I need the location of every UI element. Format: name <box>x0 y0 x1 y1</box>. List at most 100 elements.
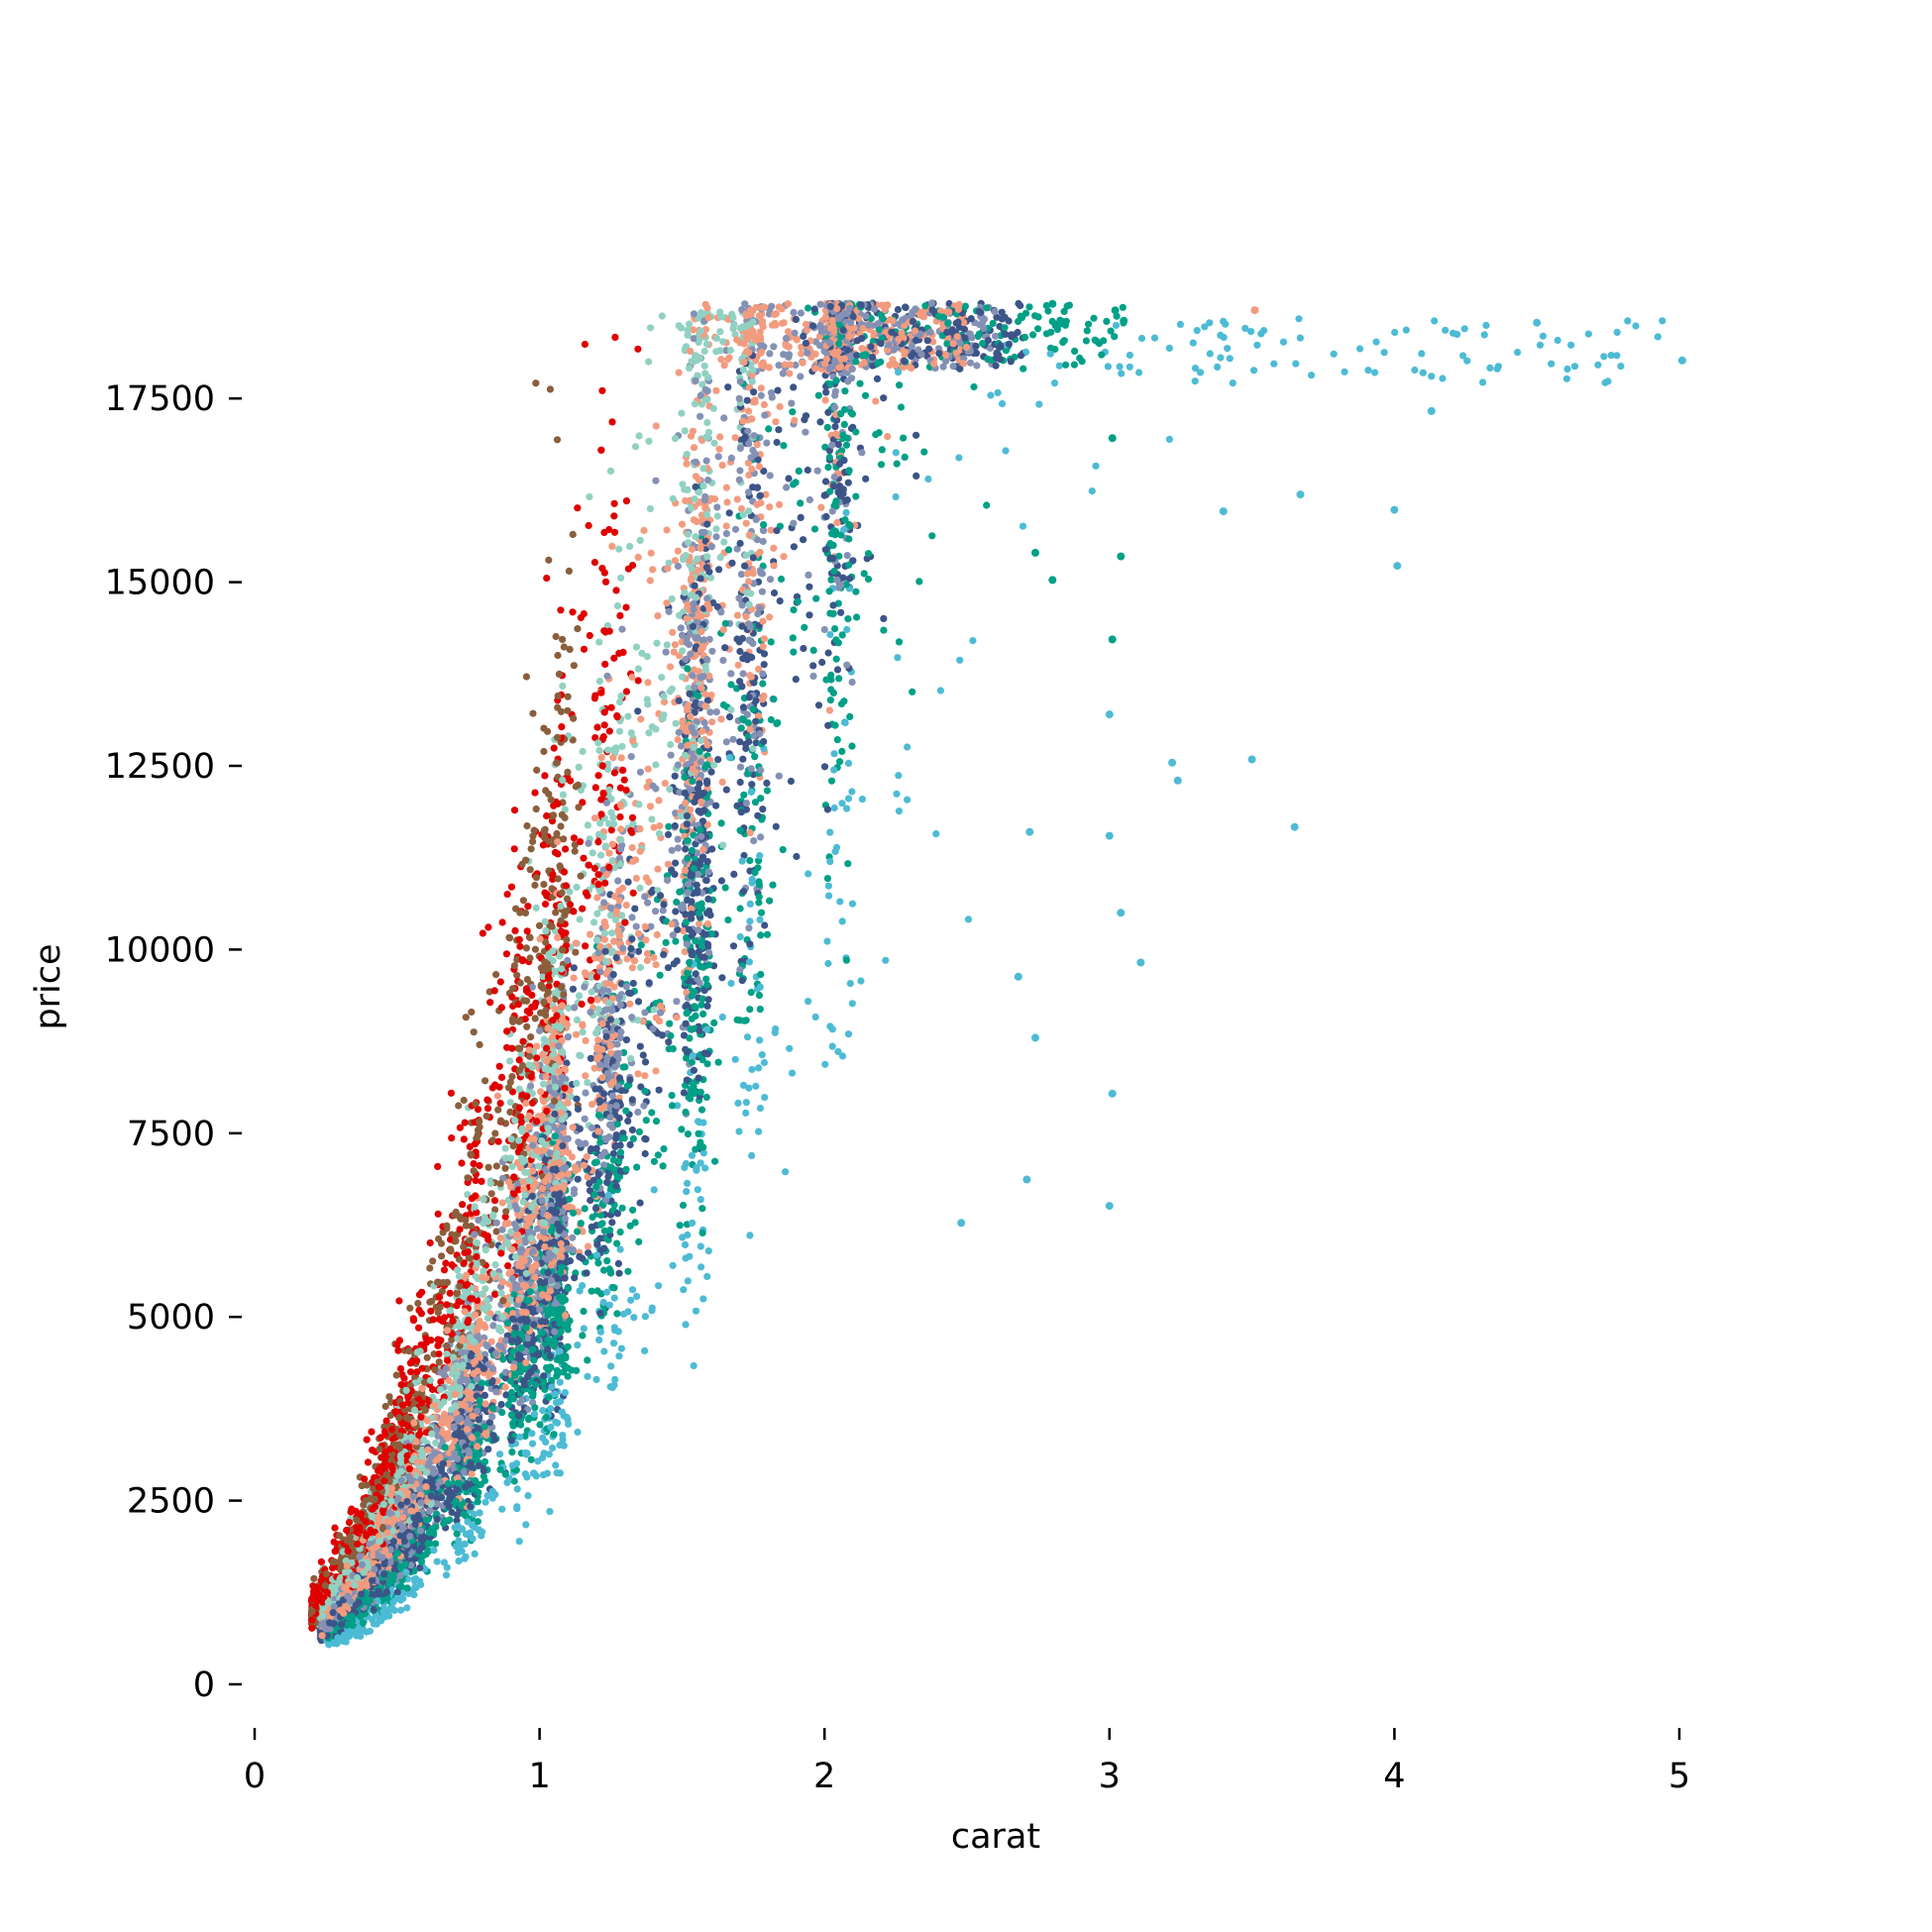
data-point <box>692 1012 699 1020</box>
data-point <box>692 1307 700 1315</box>
data-point <box>644 679 652 687</box>
data-point <box>584 1173 591 1181</box>
data-point <box>827 777 836 785</box>
data-point <box>436 1386 445 1394</box>
data-point <box>703 418 711 427</box>
data-point <box>456 1124 464 1131</box>
data-point <box>767 526 775 534</box>
data-point <box>627 1054 635 1063</box>
data-point <box>543 574 551 583</box>
data-point <box>626 1140 634 1148</box>
data-point <box>631 905 639 912</box>
data-point <box>763 779 771 788</box>
data-point <box>972 342 980 350</box>
data-point <box>707 692 715 699</box>
data-points <box>307 299 1686 1649</box>
data-point <box>699 1295 707 1303</box>
data-point <box>770 696 778 703</box>
data-point <box>735 476 743 483</box>
data-point <box>873 375 882 382</box>
data-point <box>677 742 686 750</box>
data-point <box>758 588 767 595</box>
data-point <box>1562 375 1570 382</box>
data-point <box>800 536 807 544</box>
data-point <box>478 1177 485 1185</box>
data-point <box>800 644 807 653</box>
data-point <box>650 823 658 831</box>
data-point <box>756 1036 764 1044</box>
data-point <box>802 428 809 436</box>
data-point <box>824 959 832 968</box>
data-point <box>688 545 697 554</box>
data-point <box>746 725 754 733</box>
data-point <box>593 723 601 731</box>
data-point <box>830 766 838 774</box>
data-point <box>566 901 575 909</box>
data-point <box>671 557 680 565</box>
data-point <box>725 713 734 721</box>
data-point <box>656 892 665 900</box>
data-point <box>665 822 673 830</box>
data-point <box>880 614 888 623</box>
data-point <box>552 909 560 916</box>
data-point <box>723 498 731 506</box>
data-point <box>331 1524 339 1532</box>
data-point <box>632 643 641 651</box>
data-point <box>721 884 729 892</box>
data-point <box>413 1368 421 1376</box>
data-point <box>521 1015 529 1023</box>
data-point <box>628 1014 636 1021</box>
data-point <box>608 857 616 865</box>
data-point <box>731 1055 739 1063</box>
data-point <box>462 1222 470 1230</box>
data-point <box>667 751 675 759</box>
data-point <box>495 1062 503 1070</box>
data-point <box>363 1436 371 1444</box>
data-point <box>666 663 675 671</box>
data-point <box>1226 355 1234 363</box>
data-point <box>672 908 680 915</box>
data-point <box>756 1104 765 1113</box>
data-point <box>842 508 850 517</box>
data-point <box>831 423 839 431</box>
data-point <box>573 883 581 892</box>
data-point <box>644 700 652 708</box>
data-point <box>703 1272 711 1280</box>
data-point <box>647 549 655 557</box>
data-point <box>712 708 720 716</box>
data-point <box>829 689 838 698</box>
data-point <box>835 552 843 560</box>
data-point <box>310 1574 318 1582</box>
data-point <box>689 427 698 435</box>
data-point <box>983 501 991 509</box>
data-point <box>780 319 788 327</box>
data-point <box>1613 328 1621 336</box>
data-point <box>748 1151 756 1159</box>
data-point <box>1554 336 1561 345</box>
data-point <box>561 1389 570 1397</box>
data-point <box>495 1450 504 1458</box>
data-point <box>634 1108 642 1117</box>
data-point <box>1046 344 1055 352</box>
data-point <box>706 574 715 582</box>
data-point <box>591 734 599 742</box>
data-point <box>498 1505 506 1513</box>
data-point <box>643 653 651 661</box>
data-point <box>527 1455 535 1463</box>
data-point <box>698 1106 706 1114</box>
data-point <box>722 738 730 746</box>
data-point <box>415 1324 423 1332</box>
data-point <box>823 875 832 883</box>
data-point <box>729 735 737 743</box>
data-point <box>1165 435 1173 443</box>
data-point <box>790 648 798 656</box>
data-point <box>712 334 721 342</box>
data-point <box>680 1089 689 1097</box>
data-point <box>1107 327 1115 335</box>
data-point <box>676 789 684 797</box>
data-point <box>766 576 775 584</box>
data-point <box>719 656 727 665</box>
data-point <box>606 467 615 475</box>
data-point <box>993 313 1001 321</box>
data-point <box>462 1014 470 1021</box>
